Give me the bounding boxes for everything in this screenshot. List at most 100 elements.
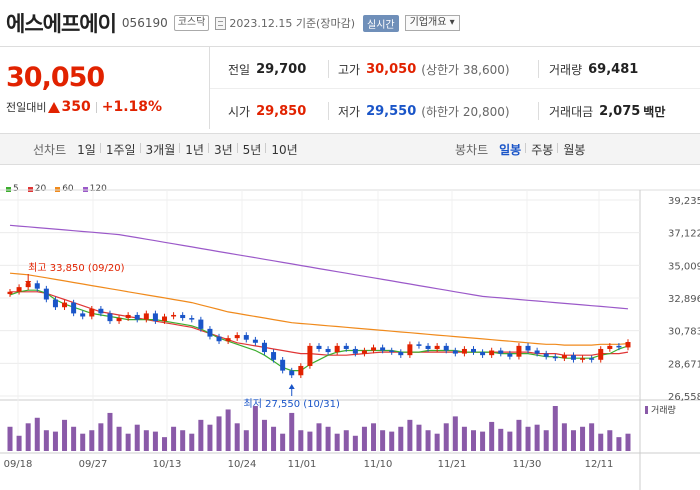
candle-body	[62, 302, 68, 308]
candle-body	[252, 339, 258, 343]
prev-close-cell: 전일 29,700	[228, 61, 306, 78]
candle-body	[443, 345, 449, 351]
volume-bar	[162, 437, 167, 451]
prev-close-value: 29,700	[256, 62, 307, 77]
candle-body	[598, 348, 604, 360]
candle-body	[589, 358, 595, 360]
volume-bar	[616, 437, 622, 451]
candle-body	[498, 350, 504, 354]
period-3y[interactable]: 3년	[207, 141, 238, 158]
candle-body	[280, 359, 286, 371]
candle-body	[316, 345, 322, 349]
candle-body	[380, 347, 386, 351]
period-5y[interactable]: 5년	[236, 141, 267, 158]
volume-bar	[62, 419, 68, 451]
moving-average-lines	[9, 224, 629, 372]
stock-header: 에스에프에이 056190 코스닥 2023.12.15 기준(장마감) 실시간…	[0, 0, 700, 46]
candle-body	[616, 345, 622, 348]
open-value: 29,850	[256, 104, 307, 119]
candle-daily[interactable]: 일봉	[499, 142, 522, 157]
legend-swatch	[27, 186, 33, 192]
candle-body	[352, 348, 358, 354]
candle-body	[89, 308, 95, 317]
y-tick-label: 30,783	[668, 327, 700, 338]
period-1y[interactable]: 1년	[179, 141, 209, 158]
candle-body	[480, 352, 486, 356]
volume-bar	[225, 409, 231, 451]
period-3m[interactable]: 3개월	[139, 141, 181, 158]
volume-bar	[561, 423, 567, 451]
legend-ma60[interactable]: 60	[55, 184, 74, 194]
low-label: 저가	[338, 105, 361, 119]
candle-monthly[interactable]: 월봉	[557, 141, 590, 158]
stock-chart[interactable]: 39,235 37,122 35,009 32,896 30,783 28,671 26,5…	[0, 176, 700, 490]
candle-body	[207, 328, 213, 337]
legend-label: 20	[34, 184, 47, 194]
candle-body	[243, 335, 249, 340]
prev-close-label: 전일	[228, 63, 251, 77]
volume-bar	[361, 426, 367, 451]
volume-bar	[434, 433, 440, 451]
volume-bar	[271, 426, 277, 451]
period-1w[interactable]: 1주일	[99, 141, 141, 158]
legend-ma5[interactable]: 5	[6, 184, 19, 194]
candle-body	[289, 370, 295, 376]
candle-body	[234, 335, 240, 339]
market-badge: 코스닥	[173, 15, 210, 31]
volume-label: 거래량	[549, 63, 583, 77]
volume-bar	[480, 431, 486, 451]
corp-info-dropdown[interactable]: 기업개요 ▾	[404, 15, 460, 31]
candle-body	[343, 345, 349, 349]
candle-body	[416, 344, 422, 346]
amount-cell: 거래대금 2,075 백만	[549, 103, 665, 120]
volume-bar	[298, 430, 304, 451]
x-tick-label: 09/27	[79, 459, 108, 470]
period-10y[interactable]: 10년	[265, 141, 302, 158]
legend-ma20[interactable]: 20	[27, 184, 47, 194]
candle-weekly[interactable]: 주봉	[525, 141, 558, 158]
x-tick-label: 11/10	[364, 459, 393, 470]
volume-bar	[416, 424, 422, 451]
y-tick-label: 26,558	[668, 392, 700, 403]
period-1d[interactable]: 1일	[77, 142, 96, 157]
volume-bar	[89, 430, 95, 451]
volume-bar	[116, 426, 122, 451]
current-price: 30,050	[6, 62, 105, 93]
volume-bar	[625, 433, 631, 451]
y-tick-label: 32,896	[668, 294, 700, 305]
candle-body	[334, 345, 340, 353]
ma120-line	[9, 224, 629, 310]
candle-body	[543, 353, 549, 357]
volume-bar	[125, 433, 131, 451]
volume-bar	[80, 433, 86, 451]
candle-body	[71, 302, 77, 314]
legend-label: 60	[62, 184, 74, 194]
low-cell: 저가 29,550 (하한가 20,800)	[338, 103, 510, 120]
candle-body	[534, 350, 540, 354]
y-tick-label: 37,122	[668, 229, 700, 240]
volume-bar	[289, 412, 295, 451]
quote-panel: 30,050 전일대비 350 +1.18% 전일 29,700 고가 30,0…	[0, 46, 700, 129]
low-annotation: 최저 27,550 (10/31)	[244, 398, 340, 410]
realtime-button[interactable]: 실시간	[363, 14, 399, 32]
low-arrow-head	[288, 384, 295, 389]
annotations: 최고 33,850 (09/20) 최저 27,550 (10/31)	[25, 262, 340, 410]
candle-body	[43, 288, 49, 300]
candle-body	[34, 283, 40, 289]
legend-ma120[interactable]: 120	[82, 184, 107, 194]
legend-label: 120	[89, 184, 107, 194]
candle-body	[271, 352, 277, 360]
volume-bar	[43, 430, 49, 451]
volume-bar	[389, 431, 395, 451]
volume-bar	[334, 433, 340, 451]
divider	[95, 101, 97, 113]
candle-body	[52, 299, 58, 308]
volume-bar	[552, 406, 558, 451]
x-axis-ticks: 09/18 09/27 10/13 10/24 11/01 11/10 11/21 11/30…	[4, 459, 614, 470]
volume-bar	[489, 421, 495, 451]
volume-bar	[516, 419, 522, 451]
candle-body	[189, 318, 195, 320]
high-value: 30,050	[366, 62, 417, 77]
document-icon[interactable]	[215, 16, 227, 30]
volume-bar	[98, 423, 104, 451]
